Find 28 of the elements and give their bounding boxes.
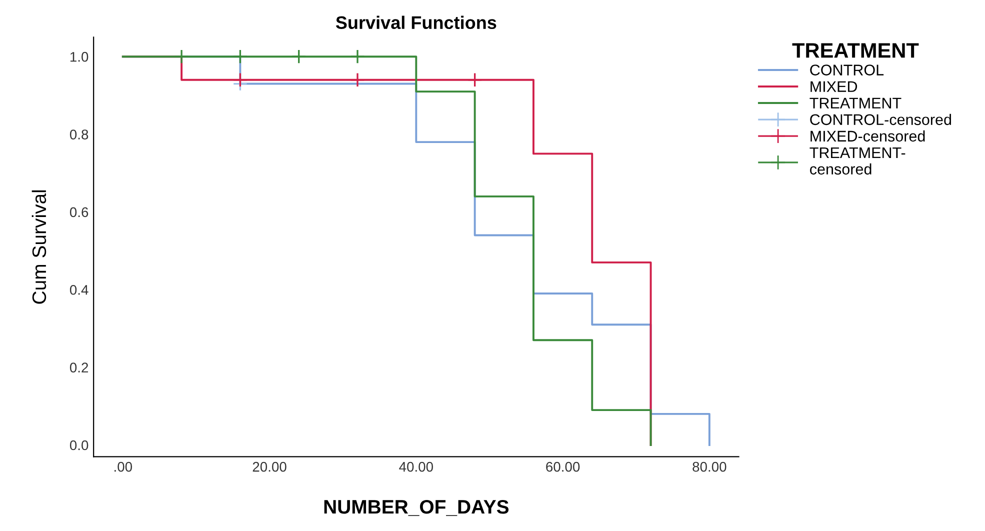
- y-tick-label: 0.0: [70, 440, 88, 450]
- x-tick-label: 20.00: [252, 462, 286, 472]
- point: [350, 49, 365, 64]
- x-axis-title: NUMBER_OF_DAYS: [324, 500, 509, 516]
- point: [350, 72, 365, 88]
- y-tick-label: 1.0: [70, 52, 88, 62]
- y-tick-label: 0.4: [70, 284, 88, 295]
- point: [467, 72, 482, 88]
- point: [291, 49, 306, 64]
- x-tick-label: 80.00: [692, 462, 726, 472]
- x-tick-label: 60.00: [546, 462, 580, 472]
- x-tick-label: .00: [114, 462, 132, 472]
- point: [174, 49, 189, 64]
- point: [232, 72, 248, 88]
- legend-label: CONTROL: [810, 64, 884, 76]
- y-tick-label: 0.6: [70, 207, 88, 218]
- legend-label: MIXED: [810, 81, 858, 92]
- legend-label: TREATMENT: [810, 98, 902, 108]
- y-tick-label: 0.8: [70, 130, 88, 140]
- legend-label: TREATMENT- censored: [810, 147, 906, 175]
- x-tick-label: 40.00: [399, 462, 433, 472]
- legend-label: CONTROL-censored: [810, 114, 952, 126]
- y-axis-title: Cum Survival: [32, 190, 46, 304]
- y-tick-label: 0.2: [70, 362, 88, 372]
- legend-label: MIXED-censored: [810, 130, 925, 142]
- chart-title: Survival Functions: [336, 16, 496, 30]
- point: [232, 49, 248, 64]
- legend-title: TREATMENT: [792, 43, 919, 58]
